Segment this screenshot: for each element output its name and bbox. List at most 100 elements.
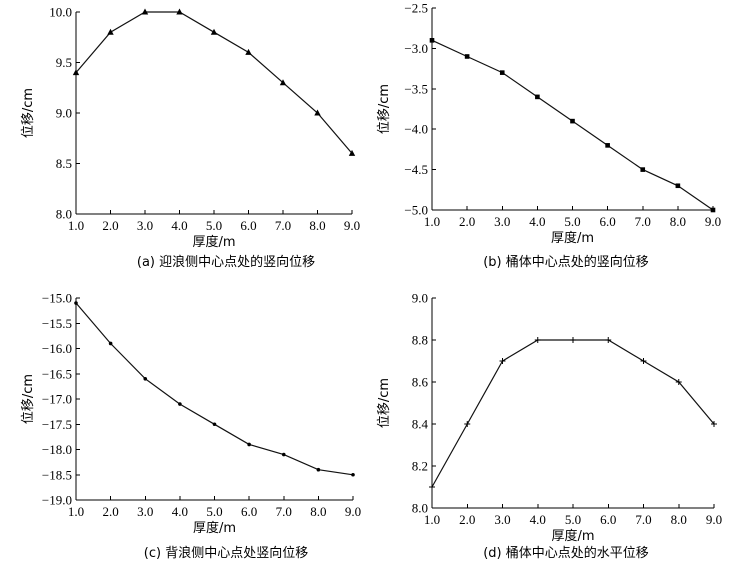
data-point-b-5 (605, 143, 610, 148)
data-point-a-1 (107, 28, 114, 35)
x-tick-label-c-0: 1.0 (68, 504, 84, 519)
data-point-a-0 (72, 69, 80, 76)
y-tick-label-b-0: −5.0 (404, 203, 428, 218)
x-tick-label-c-6: 7.0 (276, 504, 292, 519)
x-tick-label-c-2: 3.0 (137, 504, 153, 519)
data-point-b-8 (710, 207, 716, 213)
series-line-b (431, 39, 714, 211)
data-point-d-3 (534, 337, 541, 343)
y-tick-label-a-0: 8.0 (56, 207, 72, 222)
data-point-c-7 (316, 467, 321, 472)
x-tick-label-d-3: 4.0 (530, 512, 546, 527)
y-tick-label-a-4: 10.0 (49, 5, 72, 20)
y-tick-label-d-3: 8.6 (412, 375, 429, 390)
data-point-b-0 (429, 38, 435, 43)
x-axis-title-b: 厚度/m (551, 230, 594, 246)
x-tick-label-b-7: 8.0 (670, 214, 686, 229)
data-point-a-7 (314, 109, 321, 116)
y-tick-label-d-1: 8.2 (412, 459, 428, 474)
y-axis-title-d: 位移/cm (377, 378, 392, 428)
x-tick-label-d-4: 5.0 (565, 512, 581, 527)
x-tick-label-c-3: 4.0 (172, 504, 188, 519)
x-tick-label-d-1: 2.0 (459, 512, 475, 527)
x-tick-label-b-6: 7.0 (635, 214, 651, 229)
x-axis-title-a: 厚度/m (192, 234, 235, 250)
data-point-b-3 (535, 94, 540, 100)
data-point-d-8 (711, 421, 717, 427)
x-tick-label-b-3: 4.0 (529, 214, 545, 229)
data-point-d-0 (429, 484, 435, 490)
chart-panel-b: −5.0 −4.5 −4.0 −3.5 −3.0 −2.5 1.0 2.0 3.0 4.0 5.0 6… (377, 1, 721, 271)
data-point-b-7 (675, 183, 681, 189)
data-point-b-4 (570, 118, 575, 124)
data-point-c-6 (281, 452, 286, 457)
data-point-b-2 (499, 70, 505, 75)
y-axis-title-c: 位移/cm (21, 374, 36, 424)
data-point-b-6 (640, 167, 646, 172)
data-point-c-0 (74, 301, 78, 305)
chart-panel-a: 8.0 8.5 9.0 9.5 10.0 1.0 2.0 3.0 4.0 5.0 6.0 7.0 8.0… (21, 5, 360, 271)
y-tick-label-d-2: 8.4 (412, 417, 429, 432)
x-tick-label-c-7: 8.0 (310, 504, 326, 519)
caption-c: (c) 背浪侧中心点处竖向位移 (144, 545, 308, 561)
x-tick-label-b-0: 1.0 (424, 214, 440, 229)
x-tick-label-c-4: 5.0 (206, 504, 222, 519)
data-point-c-2 (143, 377, 148, 381)
x-tick-label-a-4: 5.0 (206, 218, 222, 233)
x-tick-label-d-7: 8.0 (671, 512, 687, 527)
y-tick-label-d-0: 8.0 (412, 501, 428, 516)
x-tick-label-b-2: 3.0 (494, 214, 510, 229)
series-line-c (75, 302, 354, 476)
y-axis-title-a: 位移/cm (21, 88, 36, 138)
y-tick-label-d-5: 9.0 (412, 291, 428, 306)
data-point-a-2 (141, 8, 149, 15)
data-point-a-8 (348, 149, 356, 156)
x-tick-label-a-2: 3.0 (137, 218, 153, 233)
y-tick-label-c-7: −15.5 (42, 316, 72, 331)
y-tick-label-b-5: −2.5 (404, 1, 428, 16)
y-tick-label-d-4: 8.8 (412, 333, 428, 348)
x-tick-label-a-6: 7.0 (275, 218, 291, 233)
x-axis-title-c: 厚度/m (193, 520, 236, 536)
data-point-c-4 (212, 422, 217, 427)
y-tick-label-c-1: −18.5 (42, 467, 72, 482)
x-tick-label-b-8: 9.0 (705, 214, 721, 229)
data-point-c-8 (351, 472, 355, 477)
x-tick-label-b-5: 6.0 (600, 214, 616, 229)
chart-panel-c: −19.0 −18.5 −18.0 −17.5 −17.0 −16.5 −16.0 −15.5… (21, 291, 361, 562)
x-tick-label-b-4: 5.0 (564, 214, 580, 229)
data-point-a-3 (176, 8, 183, 15)
data-point-c-1 (108, 341, 113, 346)
y-tick-label-c-6: −16.0 (42, 341, 72, 356)
data-point-c-5 (247, 442, 251, 447)
x-axis-title-d: 厚度/m (551, 528, 594, 544)
x-tick-label-c-5: 6.0 (241, 504, 257, 519)
caption-a: (a) 迎浪侧中心点处的竖向位移 (137, 254, 315, 270)
y-tick-label-c-2: −18.0 (42, 442, 72, 457)
data-point-b-1 (464, 54, 470, 59)
x-tick-label-a-7: 8.0 (309, 218, 325, 233)
x-tick-label-a-8: 9.0 (344, 218, 360, 233)
x-tick-label-a-5: 6.0 (240, 218, 256, 233)
y-tick-label-c-8: −15.0 (42, 291, 72, 306)
x-tick-label-d-0: 1.0 (424, 512, 440, 527)
data-point-d-5 (605, 337, 612, 343)
x-tick-label-d-2: 3.0 (494, 512, 510, 527)
caption-b: (b) 桶体中心点处的竖向位移 (483, 254, 649, 270)
x-tick-label-a-1: 2.0 (102, 218, 118, 233)
caption-d: (d) 桶体中心点处的水平位移 (483, 545, 649, 561)
x-tick-label-d-5: 6.0 (600, 512, 616, 527)
series-line-d (431, 339, 715, 488)
x-tick-label-b-1: 2.0 (459, 214, 475, 229)
y-tick-label-c-0: −19.0 (42, 493, 72, 508)
y-tick-label-a-1: 8.5 (56, 156, 72, 171)
chart-panel-d: 8.0 8.2 8.4 8.6 8.8 9.0 1.0 2.0 3.0 4.0 5.0 6.0 7.0 8… (377, 291, 722, 562)
y-tick-label-b-3: −3.5 (404, 81, 428, 96)
data-point-d-2 (499, 358, 506, 364)
x-tick-label-a-0: 1.0 (68, 218, 84, 233)
y-tick-label-b-2: −4.0 (404, 122, 428, 137)
data-point-d-6 (640, 358, 647, 364)
data-point-d-7 (675, 379, 682, 385)
